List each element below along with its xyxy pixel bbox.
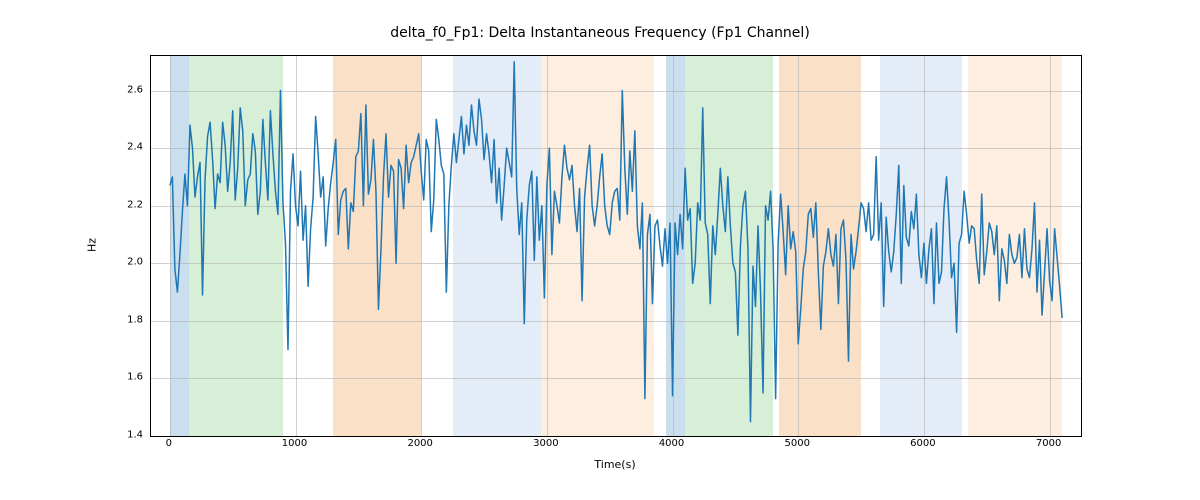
line-series (151, 56, 1081, 436)
plot-area (150, 55, 1082, 437)
x-tick-label: 7000 (1036, 438, 1061, 449)
x-tick-label: 6000 (910, 438, 935, 449)
x-tick-label: 3000 (533, 438, 558, 449)
y-tick-label: 1.8 (127, 314, 143, 325)
y-tick-label: 2.6 (127, 84, 143, 95)
y-tick-label: 1.6 (127, 372, 143, 383)
x-axis-label: Time(s) (594, 458, 635, 471)
x-tick-label: 1000 (282, 438, 307, 449)
chart-title: delta_f0_Fp1: Delta Instantaneous Freque… (0, 25, 1200, 41)
x-tick-label: 2000 (407, 438, 432, 449)
y-axis-label: Hz (86, 238, 99, 252)
y-tick-label: 2.4 (127, 142, 143, 153)
x-tick-label: 5000 (784, 438, 809, 449)
x-tick-label: 4000 (659, 438, 684, 449)
x-tick-label: 0 (166, 438, 172, 449)
gridline-horizontal (151, 436, 1081, 437)
y-tick-label: 1.4 (127, 430, 143, 441)
y-tick-label: 2.0 (127, 257, 143, 268)
y-tick-label: 2.2 (127, 199, 143, 210)
figure: delta_f0_Fp1: Delta Instantaneous Freque… (0, 0, 1200, 500)
